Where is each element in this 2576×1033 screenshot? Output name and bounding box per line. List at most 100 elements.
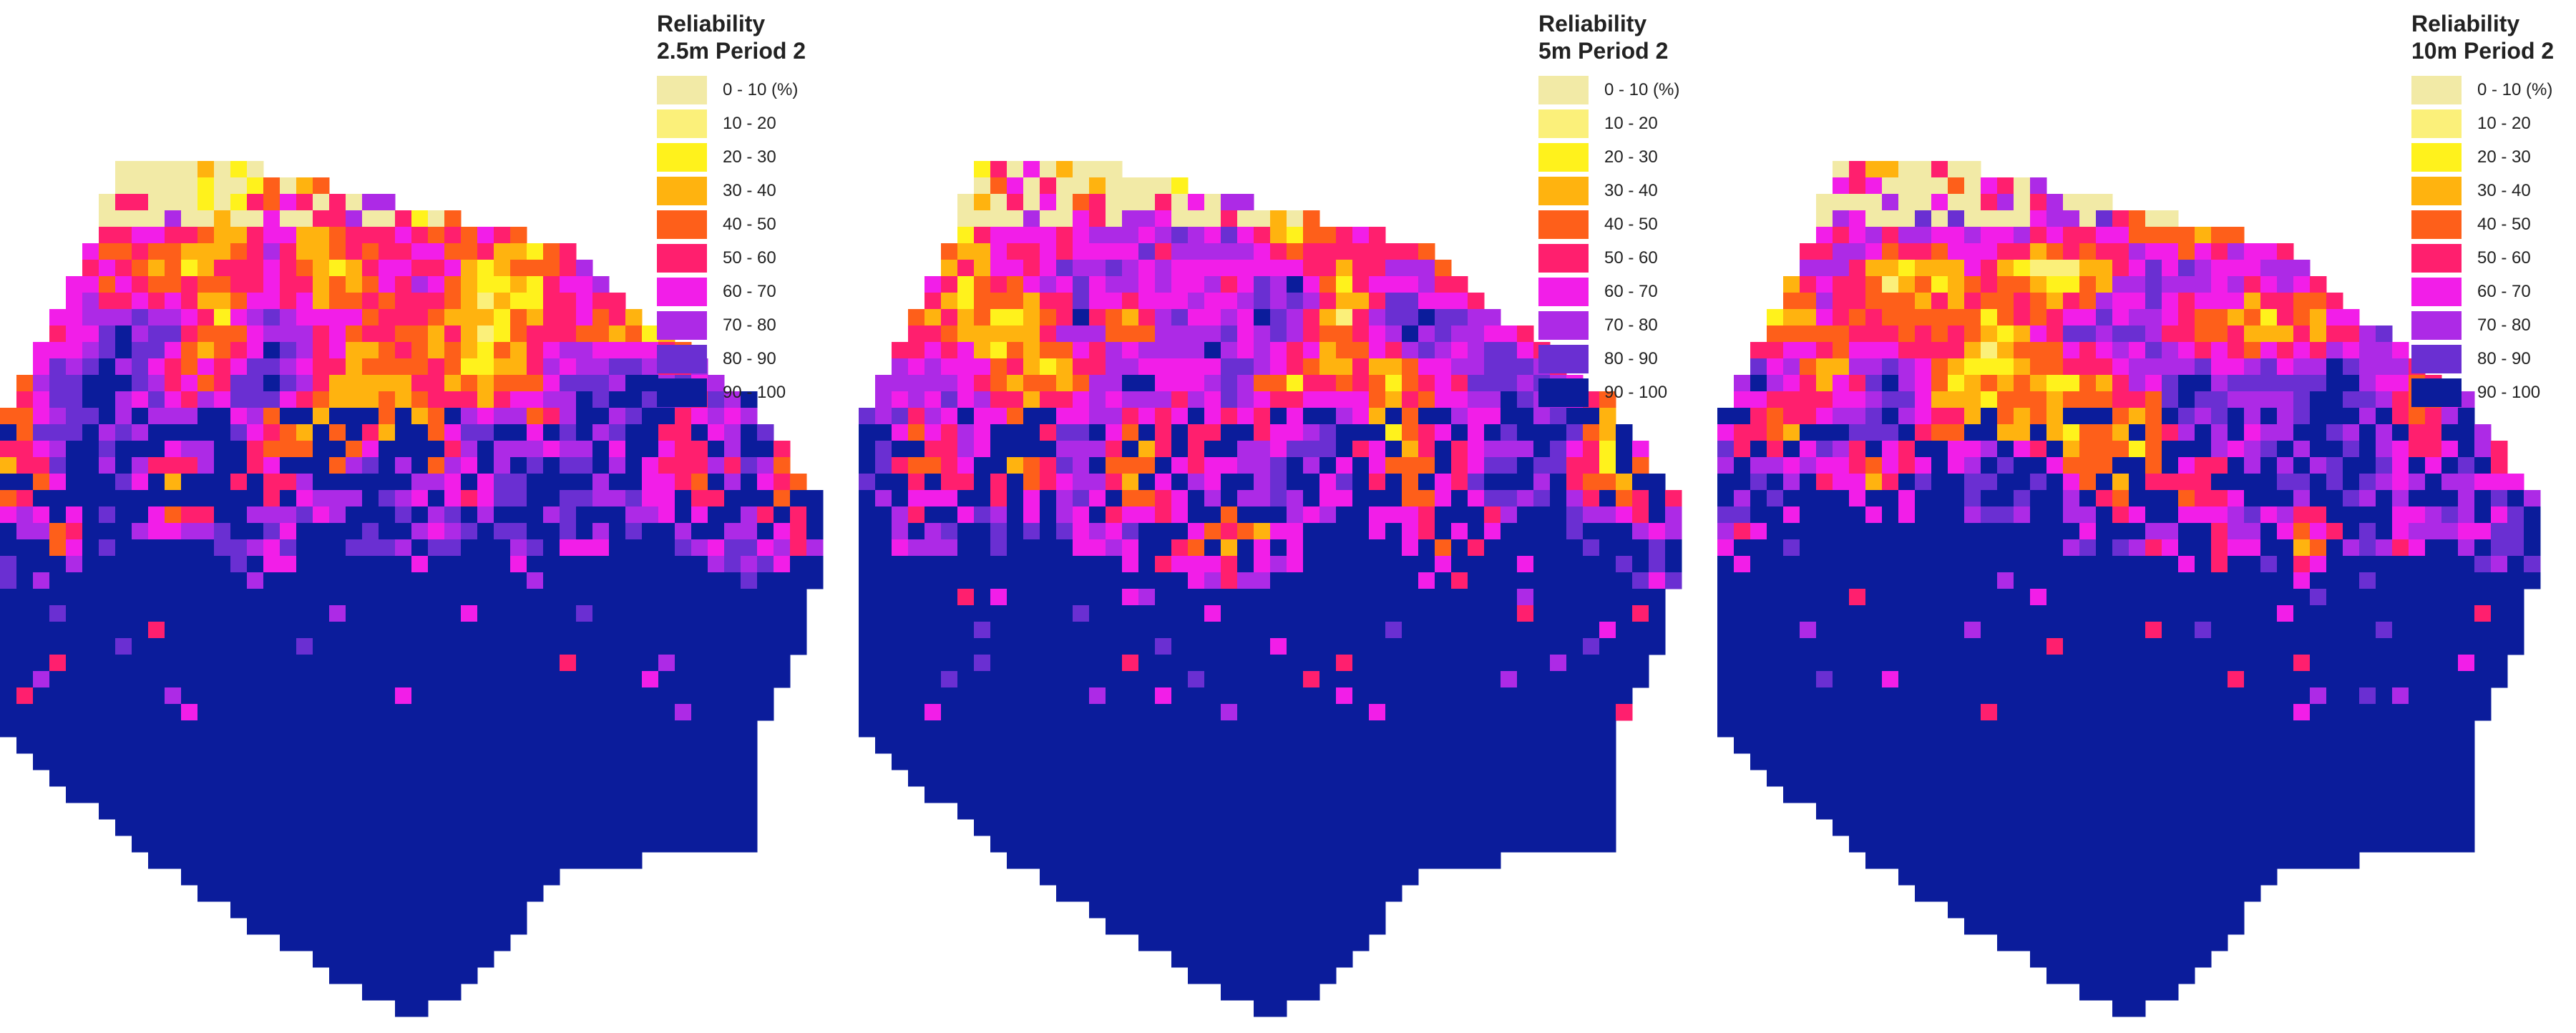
- raster-cell: [148, 243, 165, 260]
- raster-cell: [2524, 572, 2541, 589]
- raster-cell: [1964, 556, 1981, 573]
- raster-cell: [148, 490, 165, 507]
- raster-cell: [329, 276, 346, 293]
- raster-cell: [560, 375, 577, 392]
- raster-cell: [2063, 556, 2080, 573]
- raster-cell: [428, 325, 445, 343]
- raster-cell: [1451, 441, 1468, 458]
- raster-cell: [49, 753, 67, 770]
- raster-cell: [1056, 753, 1073, 770]
- raster-cell: [1517, 819, 1534, 836]
- raster-cell: [247, 424, 264, 441]
- raster-cell: [1632, 572, 1649, 589]
- raster-cell: [576, 424, 593, 441]
- raster-cell: [1221, 556, 1238, 573]
- raster-cell: [411, 934, 429, 951]
- raster-cell: [0, 655, 17, 672]
- raster-cell: [2409, 605, 2426, 622]
- raster-cell: [1451, 457, 1468, 474]
- raster-cell: [461, 605, 478, 622]
- raster-cell: [990, 424, 1008, 441]
- raster-cell: [428, 556, 445, 573]
- raster-cell: [494, 474, 511, 491]
- raster-cell: [1040, 638, 1057, 655]
- raster-cell: [1948, 589, 1965, 606]
- raster-cell: [1931, 293, 1948, 310]
- raster-cell: [1599, 622, 1616, 639]
- raster-cell: [1303, 605, 1320, 622]
- raster-cell: [148, 424, 165, 441]
- raster-cell: [974, 622, 991, 639]
- raster-cell: [148, 836, 165, 853]
- raster-cell: [148, 720, 165, 738]
- raster-cell: [1981, 572, 1998, 589]
- raster-cell: [941, 589, 958, 606]
- raster-cell: [2458, 506, 2475, 524]
- raster-cell: [1303, 227, 1320, 244]
- raster-cell: [1007, 638, 1024, 655]
- raster-cell: [1484, 539, 1501, 557]
- raster-cell: [1632, 474, 1649, 491]
- raster-cell: [1783, 375, 1800, 392]
- raster-cell: [2474, 556, 2492, 573]
- raster-cell: [625, 325, 643, 343]
- raster-cell: [1122, 819, 1139, 836]
- raster-cell: [99, 457, 116, 474]
- raster-cell: [859, 441, 876, 458]
- raster-cell: [82, 671, 99, 688]
- raster-cell: [2343, 358, 2360, 376]
- raster-cell: [99, 194, 116, 211]
- raster-cell: [1303, 753, 1320, 770]
- raster-cell: [1800, 293, 1817, 310]
- raster-cell: [1451, 803, 1468, 820]
- raster-cell: [1550, 474, 1567, 491]
- raster-cell: [1056, 638, 1073, 655]
- raster-cell: [1188, 358, 1205, 376]
- raster-cell: [1418, 770, 1435, 787]
- raster-cell: [1221, 342, 1238, 359]
- raster-cell: [1816, 457, 1833, 474]
- raster-cell: [1468, 704, 1485, 721]
- raster-cell: [1040, 177, 1057, 195]
- raster-cell: [2112, 539, 2129, 557]
- raster-cell: [444, 868, 462, 886]
- raster-cell: [1056, 770, 1073, 787]
- raster-cell: [362, 852, 379, 869]
- raster-cell: [313, 572, 330, 589]
- raster-cell: [1352, 243, 1370, 260]
- raster-cell: [1188, 506, 1205, 524]
- raster-cell: [1336, 836, 1353, 853]
- raster-cell: [1138, 803, 1156, 820]
- raster-cell: [1599, 605, 1616, 622]
- raster-cell: [1352, 424, 1370, 441]
- raster-cell: [2228, 276, 2245, 293]
- raster-cell: [2145, 227, 2162, 244]
- raster-cell: [790, 523, 807, 540]
- raster-cell: [461, 737, 478, 754]
- legend-swatch: [657, 109, 707, 138]
- raster-cell: [362, 260, 379, 277]
- raster-cell: [1632, 506, 1649, 524]
- raster-cell: [1073, 638, 1090, 655]
- raster-cell: [1767, 342, 1784, 359]
- raster-cell: [296, 424, 313, 441]
- raster-cell: [1138, 885, 1156, 902]
- raster-cell: [247, 572, 264, 589]
- raster-cell: [1435, 753, 1452, 770]
- raster-cell: [1981, 375, 1998, 392]
- raster-cell: [263, 391, 280, 408]
- raster-cell: [1155, 655, 1172, 672]
- raster-cell: [1171, 737, 1189, 754]
- raster-cell: [708, 375, 725, 392]
- raster-cell: [1056, 177, 1073, 195]
- raster-cell: [411, 572, 429, 589]
- raster-cell: [1484, 737, 1501, 754]
- raster-cell: [1717, 605, 1735, 622]
- raster-cell: [132, 704, 149, 721]
- raster-cell: [2228, 408, 2245, 425]
- raster-cell: [66, 753, 83, 770]
- raster-cell: [379, 737, 396, 754]
- raster-cell: [1270, 885, 1287, 902]
- raster-cell: [181, 177, 198, 195]
- raster-cell: [2030, 424, 2047, 441]
